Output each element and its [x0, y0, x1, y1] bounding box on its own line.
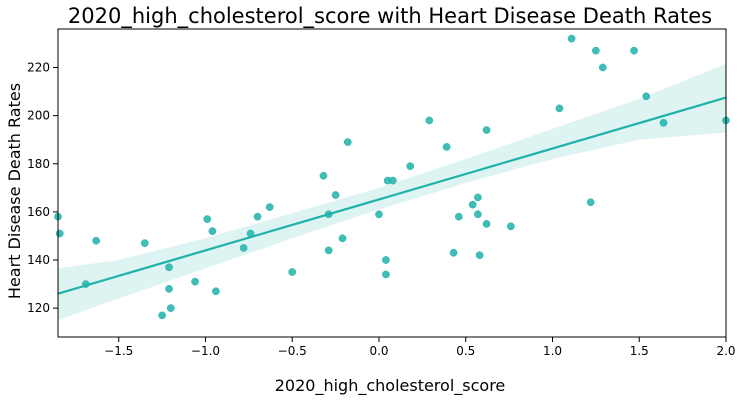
x-tick-label: −1.0: [191, 344, 220, 358]
data-point: [468, 200, 477, 209]
data-point: [324, 246, 333, 255]
data-point: [482, 126, 491, 134]
y-axis-label: Heart Disease Death Rates: [5, 83, 24, 299]
data-point: [165, 285, 173, 293]
y-tick-label: 180: [27, 157, 50, 171]
data-point: [382, 256, 390, 264]
data-point: [507, 222, 515, 231]
y-tick-label: 160: [27, 205, 50, 219]
data-point: [474, 210, 482, 219]
plot-area-frame: [57, 28, 727, 338]
data-point: [389, 176, 397, 185]
data-point: [382, 270, 390, 279]
confidence-band: [58, 63, 726, 321]
data-point: [208, 227, 217, 235]
regression-line: [57, 96, 727, 295]
data-point: [331, 191, 340, 199]
data-point: [239, 244, 248, 252]
x-axis-ticks: −1.5 −1.0 −0.5 0.0 0.5 1.0 1.5 2.0: [104, 337, 736, 358]
data-point: [555, 104, 564, 113]
data-point: [246, 229, 255, 238]
chart-title: 2020_high_cholesterol_score with Heart D…: [68, 4, 712, 29]
data-point: [288, 268, 297, 276]
x-tick-label: 1.0: [543, 344, 562, 358]
regression-line-layer: [57, 96, 727, 295]
data-point: [586, 198, 595, 207]
data-point: [191, 277, 199, 286]
data-point: [592, 46, 600, 55]
data-points-layer: [54, 34, 730, 320]
data-point: [81, 280, 90, 288]
x-tick-label: −0.5: [278, 344, 307, 358]
data-point: [338, 234, 347, 243]
data-point: [442, 143, 451, 151]
data-point: [343, 138, 352, 146]
data-point: [203, 215, 212, 223]
x-tick-label: 1.5: [630, 344, 649, 358]
data-point: [630, 46, 638, 55]
x-tick-label: 2.0: [716, 344, 735, 358]
data-point: [659, 118, 668, 127]
y-tick-label: 140: [27, 253, 50, 267]
confidence-band-layer: [58, 63, 726, 321]
data-point: [567, 34, 576, 43]
y-tick-label: 220: [27, 61, 50, 75]
y-axis-ticks: 120 140 160 180 200 220: [27, 61, 58, 315]
data-point: [319, 171, 328, 180]
y-tick-label: 200: [27, 109, 50, 123]
data-point: [140, 239, 149, 248]
x-tick-label: 0.0: [369, 344, 388, 358]
data-point: [449, 248, 458, 257]
x-axis-label: 2020_high_cholesterol_score: [275, 376, 506, 396]
data-point: [482, 220, 491, 228]
data-point: [475, 251, 484, 260]
data-point: [265, 203, 274, 211]
data-point: [92, 236, 101, 245]
data-point: [474, 193, 482, 202]
y-tick-label: 120: [27, 301, 50, 315]
data-point: [158, 311, 166, 320]
data-point: [55, 229, 64, 238]
data-point: [598, 63, 607, 72]
data-point: [406, 162, 415, 171]
data-point: [642, 92, 651, 101]
x-tick-label: −1.5: [104, 344, 133, 358]
data-point: [212, 287, 220, 296]
data-point: [454, 212, 463, 221]
data-point: [375, 210, 383, 219]
x-tick-label: 0.5: [456, 344, 475, 358]
data-point: [166, 304, 175, 312]
data-point: [425, 116, 434, 125]
data-point: [324, 210, 333, 219]
data-point: [253, 212, 262, 221]
data-point: [165, 263, 173, 272]
